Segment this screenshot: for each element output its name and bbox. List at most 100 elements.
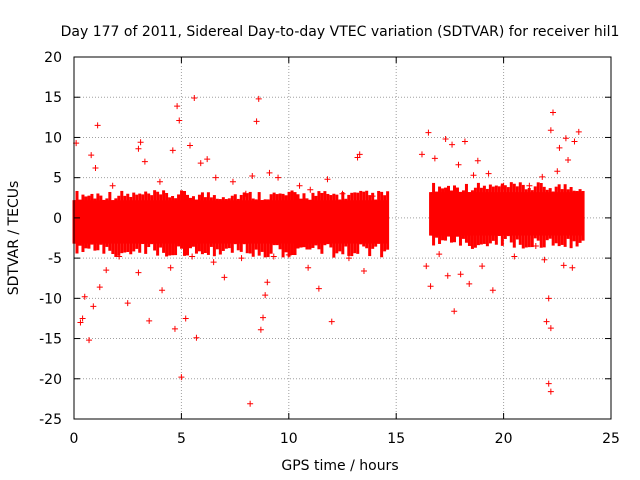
data-point: [257, 326, 264, 333]
axis-ticks: 0 5 10 15 20 25 -25 -20 -15 -10 -5 0 5 10 15 20: [39, 50, 620, 447]
data-point: [431, 155, 438, 162]
data-point: [169, 147, 176, 154]
data-point: [541, 256, 548, 263]
data-point: [466, 280, 473, 287]
data-point: [285, 251, 292, 258]
y-tick-label: -10: [39, 291, 62, 307]
data-point: [457, 271, 464, 278]
plot-frame: [73, 56, 612, 420]
data-point: [90, 303, 97, 310]
data-point: [249, 173, 256, 180]
data-point: [307, 186, 314, 193]
data-point: [369, 193, 376, 200]
data-point: [116, 253, 123, 260]
y-tick-label: -25: [39, 412, 62, 428]
data-point: [221, 274, 228, 281]
y-tick-label: -5: [48, 251, 62, 267]
data-point: [328, 318, 335, 325]
data-point: [167, 264, 174, 271]
data-point: [266, 169, 273, 176]
data-point: [79, 315, 86, 322]
data-point: [556, 144, 563, 151]
data-point: [262, 292, 269, 299]
data-point: [526, 182, 533, 189]
data-point: [474, 157, 481, 164]
data-point: [253, 118, 260, 125]
data-point: [418, 151, 425, 158]
data-point: [88, 152, 95, 159]
data-point: [575, 128, 582, 135]
x-tick-label: 5: [177, 431, 186, 447]
data-point: [500, 182, 507, 189]
data-point: [270, 253, 277, 260]
y-tick-label: 10: [44, 130, 62, 146]
y-tick-label: 0: [53, 211, 62, 227]
data-point: [255, 95, 262, 102]
data-point: [425, 129, 432, 136]
data-point: [423, 263, 430, 270]
data-point: [545, 380, 552, 387]
data-point: [532, 243, 539, 250]
data-point: [171, 325, 178, 332]
y-tick-label: 20: [44, 50, 62, 66]
data-point: [193, 334, 200, 341]
data-point: [109, 182, 116, 189]
data-point: [354, 154, 361, 161]
data-point: [242, 190, 249, 197]
data-point: [444, 272, 451, 279]
data-point: [543, 318, 550, 325]
x-tick-label: 25: [602, 431, 620, 447]
chart-title: Day 177 of 2011, Sidereal Day-to-day VTE…: [61, 24, 620, 40]
data-point: [562, 135, 569, 142]
data-point: [565, 156, 572, 163]
data-point: [176, 117, 183, 124]
data-point: [489, 287, 496, 294]
data-point: [182, 315, 189, 322]
y-tick-label: 15: [44, 90, 62, 106]
data-point: [345, 255, 352, 262]
y-tick-label: -20: [39, 372, 62, 388]
data-point: [275, 174, 282, 181]
data-point: [210, 259, 217, 266]
data-point: [427, 283, 434, 290]
data-point: [296, 182, 303, 189]
data-point: [156, 178, 163, 185]
data-point: [135, 145, 142, 152]
data-point: [571, 138, 578, 145]
data-point: [81, 293, 88, 300]
data-point: [479, 263, 486, 270]
data-point: [305, 264, 312, 271]
data-point: [485, 170, 492, 177]
data-marks: [72, 95, 585, 407]
x-axis-label: GPS time / hours: [281, 458, 398, 474]
data-point: [141, 158, 148, 165]
data-point: [442, 136, 449, 143]
data-point: [92, 165, 99, 172]
x-tick-label: 20: [495, 431, 513, 447]
data-point: [96, 284, 103, 291]
data-point: [186, 142, 193, 149]
data-point: [204, 156, 211, 163]
data-point: [135, 269, 142, 276]
data-point: [360, 267, 367, 274]
data-point: [146, 317, 153, 324]
x-tick-label: 0: [70, 431, 79, 447]
data-point: [547, 325, 554, 332]
y-tick-label: 5: [53, 171, 62, 187]
data-point: [191, 95, 198, 102]
data-point: [569, 264, 576, 271]
data-point: [554, 168, 561, 175]
data-point: [178, 374, 185, 381]
data-point: [547, 127, 554, 134]
data-point: [356, 151, 363, 158]
data-point: [461, 138, 468, 145]
data-point: [449, 141, 456, 148]
data-point: [539, 173, 546, 180]
data-point: [212, 174, 219, 181]
data-point: [94, 122, 101, 129]
data-point: [511, 253, 518, 260]
data-point: [324, 176, 331, 183]
data-point: [436, 251, 443, 258]
data-point: [470, 172, 477, 179]
